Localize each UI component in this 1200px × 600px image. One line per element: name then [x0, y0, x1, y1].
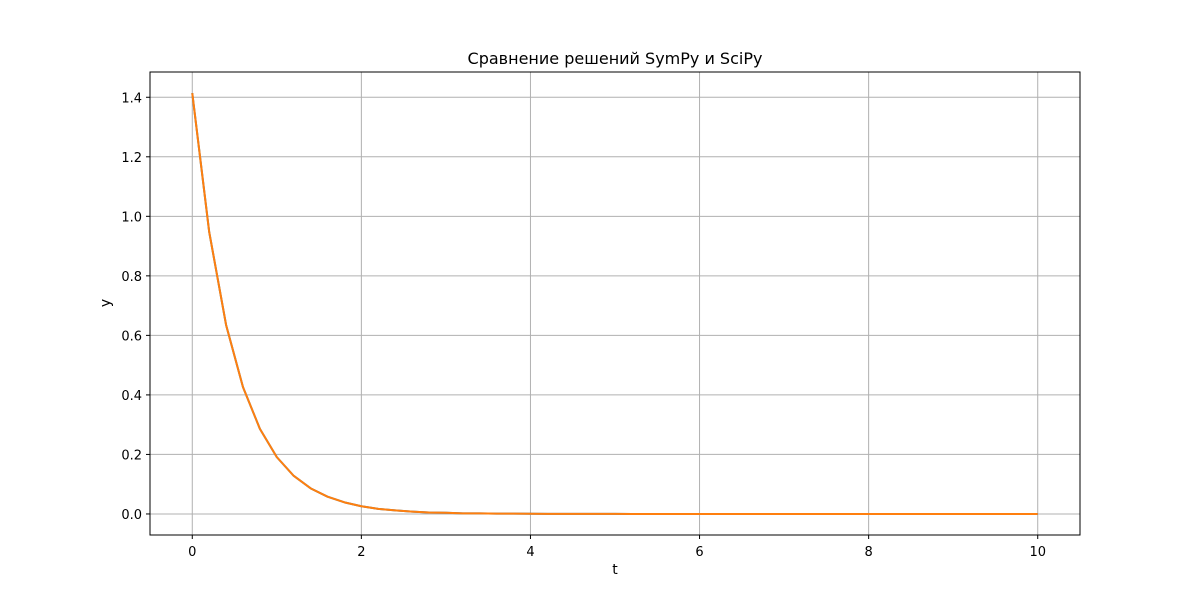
x-tick-label: 8 [864, 545, 872, 560]
x-tick-label: 4 [526, 545, 534, 560]
y-tick-label: 1.0 [121, 210, 142, 225]
chart-title: Сравнение решений SymPy и SciPy [468, 49, 763, 68]
grid [150, 72, 1080, 535]
y-tick-label: 0.2 [121, 448, 142, 463]
y-tick-label: 0.4 [121, 389, 142, 404]
plot-area-frame [149, 71, 1081, 536]
y-tick-label: 0.0 [121, 508, 142, 523]
y-tick-label: 1.2 [121, 151, 142, 166]
x-tick-label: 10 [1029, 545, 1046, 560]
y-axis-label: y [98, 299, 114, 307]
y-tick-label: 1.4 [121, 91, 142, 106]
series-line-2 [191, 92, 1038, 515]
x-axis-label: t [612, 562, 618, 578]
x-tick-label: 0 [188, 545, 196, 560]
x-tick-label: 6 [695, 545, 703, 560]
x-tick-label: 2 [357, 545, 365, 560]
plot-series [191, 92, 1038, 515]
y-tick-label: 0.8 [121, 270, 142, 285]
y-tick-label: 0.6 [121, 329, 142, 344]
axis-ticks: 0 2 4 6 8 10 0.0 0.2 0.4 0.6 0.8 1.0 1.2 1.4 [121, 91, 1046, 560]
